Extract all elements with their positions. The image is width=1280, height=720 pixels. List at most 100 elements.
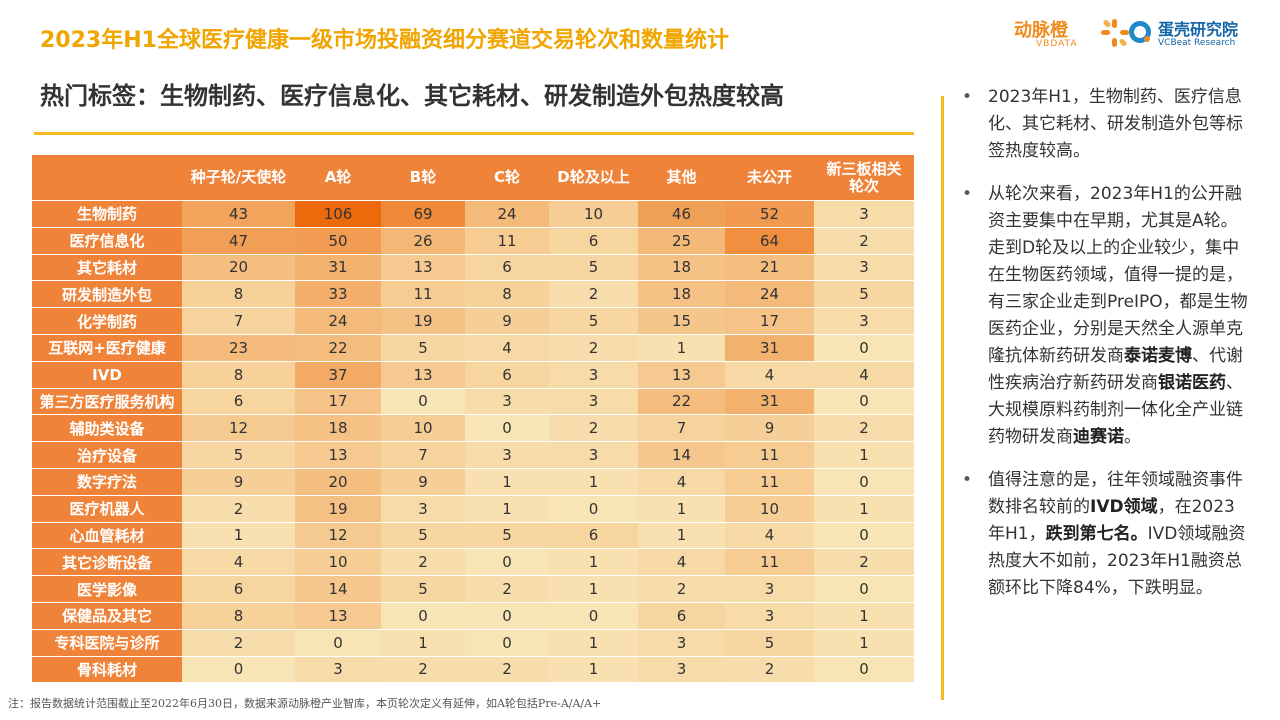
table-cell: 5 xyxy=(182,441,295,469)
table-row: 专科医院与诊所 2 0 1 0 1 3 5 1 xyxy=(32,629,914,657)
commentary-highlight: 迪赛诺 xyxy=(1073,427,1124,447)
table-cell: 1 xyxy=(381,629,465,657)
table-cell: 69 xyxy=(381,200,465,228)
table-cell: 3 xyxy=(814,254,914,282)
table-cell: 19 xyxy=(381,307,465,335)
table-cell: 15 xyxy=(638,307,725,335)
row-label: 保健品及其它 xyxy=(32,602,182,630)
row-label: 生物制药 xyxy=(32,200,182,228)
table-cell: 2 xyxy=(814,414,914,443)
table-cell: 0 xyxy=(465,414,549,443)
table-cell: 6 xyxy=(549,522,638,550)
table-cell: 11 xyxy=(725,468,814,496)
commentary-text: 、大规模原料药制剂一体化全产业链药物研发商 xyxy=(988,373,1243,447)
table-cell: 11 xyxy=(381,280,465,309)
table-cell: 7 xyxy=(381,441,465,469)
commentary-text: 从轮次来看，2023年H1的公开融资主要集中在早期，尤其是A轮。走到D轮及以上的… xyxy=(988,184,1248,366)
table-cell: 13 xyxy=(381,254,465,282)
table-cell: 3 xyxy=(295,656,381,684)
vcbeat-ring-icon xyxy=(1129,21,1151,43)
table-cell: 11 xyxy=(465,227,549,255)
table-row: 医疗信息化 47 50 26 11 6 25 64 2 xyxy=(32,227,914,255)
column-header: 种子轮/天使轮 xyxy=(182,155,295,201)
table-cell: 2 xyxy=(182,495,295,523)
table-cell: 2 xyxy=(549,334,638,362)
row-label: 医疗机器人 xyxy=(32,495,182,523)
table-cell: 1 xyxy=(814,495,914,523)
table-row: 心血管耗材 1 12 5 5 6 1 4 0 xyxy=(32,522,914,550)
table-cell: 4 xyxy=(814,361,914,389)
vcbeat-logo-en: VCBeat Research xyxy=(1158,38,1236,48)
table-cell: 0 xyxy=(814,334,914,362)
title-divider xyxy=(34,132,914,135)
table-cell: 5 xyxy=(725,629,814,657)
table-header-row: 种子轮/天使轮 A轮 B轮 C轮 D轮及以上 其他 未公开 新三板相关轮次 xyxy=(32,155,914,201)
table-cell: 4 xyxy=(725,361,814,389)
row-label: 心血管耗材 xyxy=(32,522,182,550)
table-cell: 3 xyxy=(381,495,465,523)
table-row: 辅助类设备 12 18 10 0 2 7 9 2 xyxy=(32,414,914,443)
table-cell: 1 xyxy=(638,522,725,550)
table-cell: 24 xyxy=(295,307,381,335)
table-cell: 13 xyxy=(295,441,381,469)
table-cell: 0 xyxy=(814,468,914,496)
table-cell: 6 xyxy=(638,602,725,630)
table-cell: 7 xyxy=(182,307,295,335)
table-cell: 31 xyxy=(725,334,814,362)
table-cell: 9 xyxy=(725,414,814,443)
bullet-dot-icon: • xyxy=(962,87,973,107)
table-cell: 64 xyxy=(725,227,814,255)
table-row: 数字疗法 9 20 9 1 1 4 11 0 xyxy=(32,468,914,496)
column-header: 未公开 xyxy=(725,155,814,201)
table-cell: 2 xyxy=(465,656,549,684)
table-row: 治疗设备 5 13 7 3 3 14 11 1 xyxy=(32,441,914,469)
table-cell: 31 xyxy=(725,388,814,416)
table-cell: 0 xyxy=(381,388,465,416)
table-cell: 4 xyxy=(638,548,725,577)
table-cell: 1 xyxy=(549,575,638,603)
table-cell: 3 xyxy=(549,441,638,469)
table-cell: 0 xyxy=(295,629,381,657)
table-cell: 1 xyxy=(549,548,638,577)
vbdata-logo-cn: 动脉橙 xyxy=(1014,20,1068,41)
table-cell: 13 xyxy=(638,361,725,389)
row-label: 医学影像 xyxy=(32,575,182,603)
corner-cell xyxy=(32,155,182,201)
table-cell: 0 xyxy=(465,548,549,577)
row-label: 专科医院与诊所 xyxy=(32,629,182,657)
table-cell: 3 xyxy=(549,388,638,416)
table-cell: 1 xyxy=(814,629,914,657)
table-cell: 20 xyxy=(295,468,381,496)
table-cell: 2 xyxy=(725,656,814,684)
table-cell: 5 xyxy=(381,575,465,603)
table-cell: 3 xyxy=(465,388,549,416)
table-cell: 9 xyxy=(182,468,295,496)
table-cell: 22 xyxy=(295,334,381,362)
column-header: 新三板相关轮次 xyxy=(814,155,914,201)
commentary-item: • 2023年H1，生物制药、医疗信息化、其它耗材、研发制造外包等标签热度较高。 xyxy=(960,84,1248,165)
table-cell: 8 xyxy=(465,280,549,309)
table-row: 化学制药 7 24 19 9 5 15 17 3 xyxy=(32,307,914,335)
table-row: 第三方医疗服务机构 6 17 0 3 3 22 31 0 xyxy=(32,388,914,416)
table-cell: 7 xyxy=(638,414,725,443)
table-cell: 9 xyxy=(381,468,465,496)
commentary-text: ，在2023年H1， xyxy=(988,497,1235,544)
table-cell: 33 xyxy=(295,280,381,309)
table-cell: 106 xyxy=(295,200,381,228)
table-cell: 5 xyxy=(381,522,465,550)
row-label: 医疗信息化 xyxy=(32,227,182,255)
table-cell: 1 xyxy=(549,468,638,496)
table-cell: 0 xyxy=(182,656,295,684)
table-cell: 46 xyxy=(638,200,725,228)
table-cell: 8 xyxy=(182,602,295,630)
table-cell: 3 xyxy=(638,629,725,657)
table-cell: 11 xyxy=(725,548,814,577)
table-row: 生物制药 43 106 69 24 10 46 52 3 xyxy=(32,200,914,228)
table-cell: 8 xyxy=(182,280,295,309)
table-cell: 5 xyxy=(814,280,914,309)
table-cell: 14 xyxy=(295,575,381,603)
table-cell: 2 xyxy=(549,414,638,443)
table-cell: 13 xyxy=(295,602,381,630)
commentary-list: • 2023年H1，生物制药、医疗信息化、其它耗材、研发制造外包等标签热度较高。 •… xyxy=(960,84,1248,618)
row-label: 其它诊断设备 xyxy=(32,548,182,577)
